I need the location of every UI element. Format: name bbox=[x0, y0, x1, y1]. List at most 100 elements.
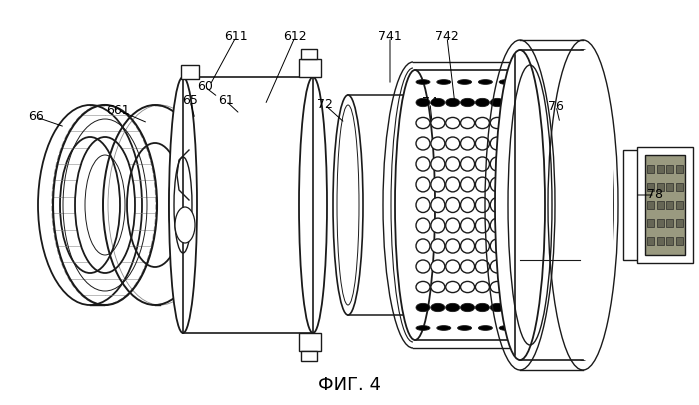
Ellipse shape bbox=[416, 281, 430, 292]
Ellipse shape bbox=[431, 303, 445, 311]
Ellipse shape bbox=[446, 157, 460, 171]
Text: 72: 72 bbox=[317, 98, 333, 111]
Ellipse shape bbox=[490, 260, 504, 273]
Ellipse shape bbox=[446, 303, 460, 311]
Bar bbox=[645, 155, 685, 255]
Ellipse shape bbox=[475, 218, 489, 233]
Ellipse shape bbox=[431, 198, 445, 213]
Bar bbox=[666, 165, 673, 173]
Ellipse shape bbox=[475, 303, 489, 311]
Ellipse shape bbox=[446, 281, 460, 292]
Ellipse shape bbox=[458, 326, 472, 330]
Ellipse shape bbox=[169, 77, 197, 333]
Bar bbox=[647, 201, 654, 209]
Ellipse shape bbox=[505, 239, 519, 253]
Ellipse shape bbox=[505, 157, 519, 171]
Ellipse shape bbox=[520, 80, 534, 84]
Ellipse shape bbox=[446, 117, 460, 129]
Ellipse shape bbox=[520, 239, 534, 253]
Bar bbox=[666, 237, 673, 245]
Ellipse shape bbox=[431, 260, 445, 273]
Ellipse shape bbox=[478, 80, 492, 84]
Ellipse shape bbox=[490, 239, 504, 253]
Bar bbox=[301, 351, 317, 361]
Ellipse shape bbox=[461, 239, 475, 253]
Ellipse shape bbox=[475, 198, 489, 213]
Ellipse shape bbox=[520, 218, 534, 233]
Ellipse shape bbox=[431, 157, 445, 171]
Bar bbox=[301, 49, 317, 59]
Ellipse shape bbox=[505, 218, 519, 233]
Ellipse shape bbox=[490, 218, 504, 233]
Bar bbox=[299, 59, 321, 77]
Text: 741: 741 bbox=[378, 30, 402, 43]
Ellipse shape bbox=[431, 177, 445, 192]
Text: 76: 76 bbox=[548, 100, 564, 113]
Ellipse shape bbox=[499, 80, 513, 84]
Ellipse shape bbox=[461, 117, 475, 129]
Ellipse shape bbox=[416, 303, 430, 311]
Bar bbox=[676, 237, 683, 245]
Ellipse shape bbox=[416, 137, 430, 150]
Ellipse shape bbox=[416, 198, 430, 213]
Ellipse shape bbox=[490, 98, 504, 107]
Ellipse shape bbox=[398, 95, 428, 315]
Ellipse shape bbox=[461, 137, 475, 150]
Bar bbox=[415, 70, 535, 340]
Ellipse shape bbox=[431, 98, 445, 107]
Text: 612: 612 bbox=[283, 30, 307, 43]
Ellipse shape bbox=[446, 260, 460, 273]
Ellipse shape bbox=[515, 70, 555, 340]
Ellipse shape bbox=[520, 137, 534, 150]
Bar bbox=[666, 183, 673, 191]
Bar bbox=[647, 165, 654, 173]
Bar bbox=[676, 201, 683, 209]
Ellipse shape bbox=[446, 218, 460, 233]
Ellipse shape bbox=[299, 77, 327, 333]
Ellipse shape bbox=[490, 198, 504, 213]
Ellipse shape bbox=[490, 303, 504, 311]
Bar bbox=[647, 237, 654, 245]
Text: 742: 742 bbox=[435, 30, 459, 43]
Text: 65: 65 bbox=[182, 94, 198, 107]
Ellipse shape bbox=[475, 137, 489, 150]
Ellipse shape bbox=[475, 157, 489, 171]
Ellipse shape bbox=[520, 198, 534, 213]
Ellipse shape bbox=[520, 117, 534, 129]
Ellipse shape bbox=[520, 177, 534, 192]
Text: 661: 661 bbox=[106, 104, 130, 117]
Ellipse shape bbox=[461, 177, 475, 192]
Ellipse shape bbox=[446, 98, 460, 107]
Bar bbox=[637, 147, 693, 263]
Text: 61: 61 bbox=[218, 94, 234, 107]
Ellipse shape bbox=[333, 95, 363, 315]
Text: 66: 66 bbox=[28, 111, 44, 124]
Ellipse shape bbox=[461, 303, 475, 311]
Bar bbox=[657, 219, 664, 227]
Ellipse shape bbox=[505, 260, 519, 273]
Ellipse shape bbox=[437, 80, 451, 84]
Ellipse shape bbox=[505, 117, 519, 129]
Bar bbox=[181, 65, 199, 79]
Ellipse shape bbox=[475, 239, 489, 253]
Ellipse shape bbox=[461, 198, 475, 213]
Ellipse shape bbox=[395, 70, 435, 340]
Ellipse shape bbox=[461, 260, 475, 273]
Ellipse shape bbox=[505, 137, 519, 150]
Ellipse shape bbox=[475, 281, 489, 292]
Ellipse shape bbox=[416, 177, 430, 192]
Ellipse shape bbox=[461, 281, 475, 292]
Text: ФИГ. 4: ФИГ. 4 bbox=[317, 376, 380, 394]
Bar bbox=[666, 219, 673, 227]
Ellipse shape bbox=[490, 157, 504, 171]
Text: 60: 60 bbox=[197, 81, 213, 94]
Bar bbox=[647, 219, 654, 227]
Ellipse shape bbox=[475, 260, 489, 273]
Ellipse shape bbox=[458, 80, 472, 84]
Ellipse shape bbox=[175, 207, 195, 243]
Ellipse shape bbox=[431, 239, 445, 253]
Ellipse shape bbox=[431, 281, 445, 292]
Ellipse shape bbox=[461, 157, 475, 171]
Ellipse shape bbox=[475, 98, 489, 107]
Ellipse shape bbox=[520, 281, 534, 292]
